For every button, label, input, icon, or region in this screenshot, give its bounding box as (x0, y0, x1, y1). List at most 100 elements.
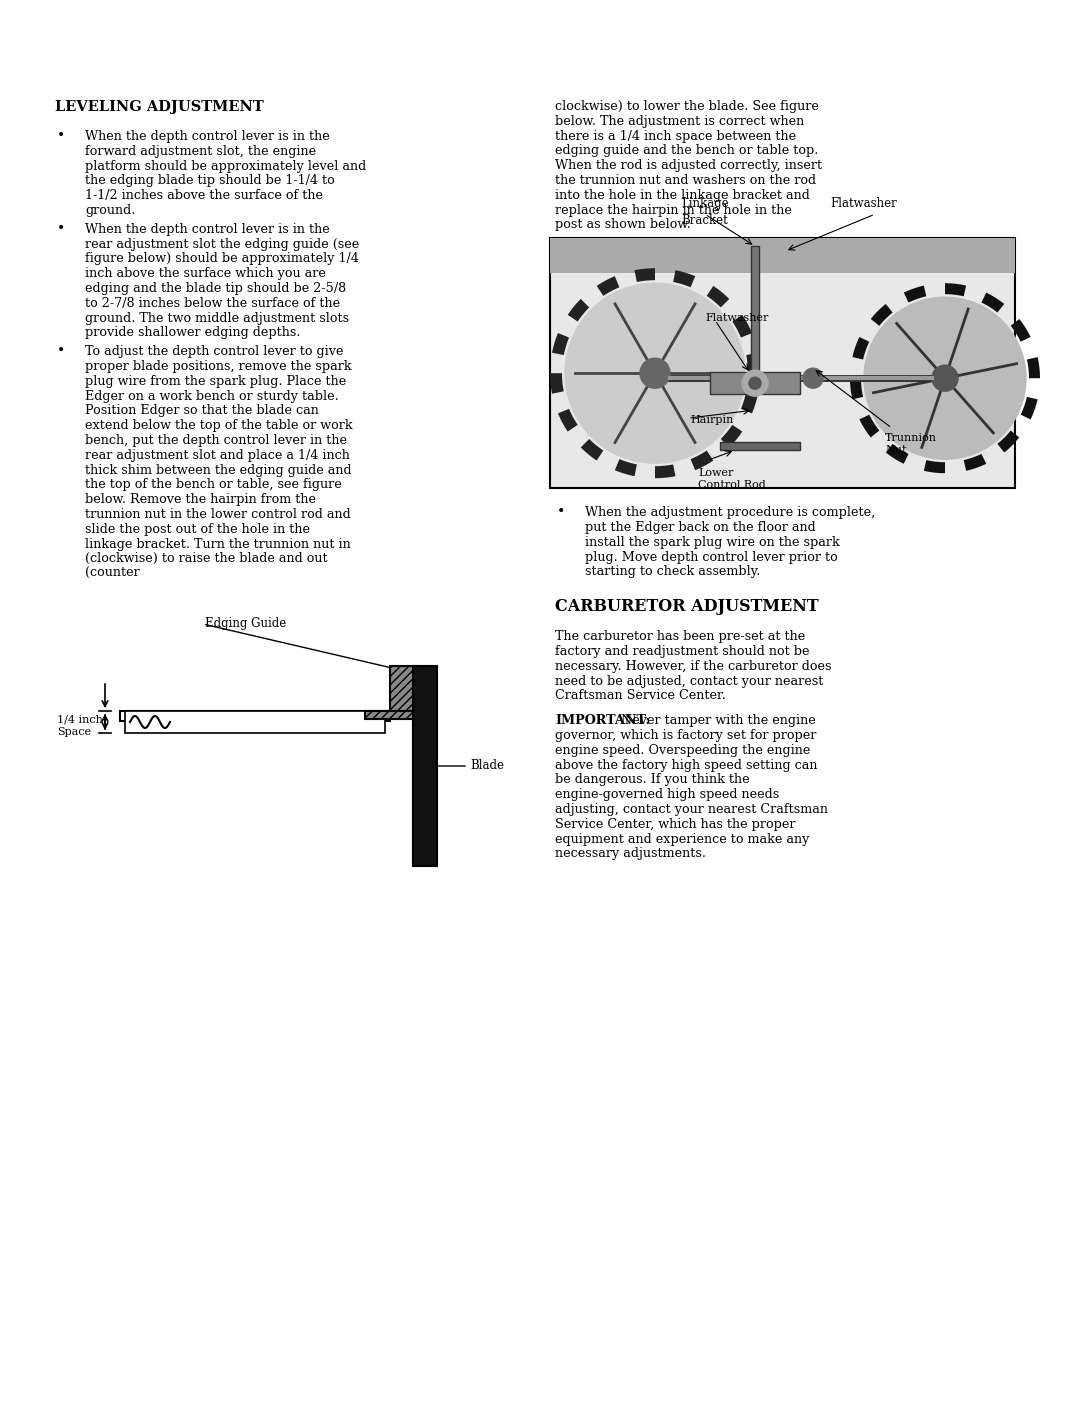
Text: Position Edger so that the blade can: Position Edger so that the blade can (85, 404, 319, 418)
Text: need to be adjusted, contact your nearest: need to be adjusted, contact your neares… (555, 674, 823, 687)
Text: Edging Guide: Edging Guide (205, 617, 286, 631)
Polygon shape (997, 430, 1020, 453)
Text: provide shallower edging depths.: provide shallower edging depths. (85, 327, 300, 339)
Text: When the adjustment procedure is complete,: When the adjustment procedure is complet… (585, 506, 875, 519)
Text: plug wire from the spark plug. Place the: plug wire from the spark plug. Place the (85, 374, 347, 388)
Text: extend below the top of the table or work: extend below the top of the table or wor… (85, 419, 353, 432)
Polygon shape (886, 444, 908, 464)
Text: engine speed. Overspeeding the engine: engine speed. Overspeeding the engine (555, 744, 810, 757)
Text: below. The adjustment is correct when: below. The adjustment is correct when (555, 115, 805, 128)
Text: LEVELING ADJUSTMENT: LEVELING ADJUSTMENT (55, 100, 264, 114)
Text: engine-governed high speed needs: engine-governed high speed needs (555, 788, 780, 801)
Circle shape (565, 283, 745, 463)
Bar (125, 711, 384, 733)
Text: IMPORTANT:: IMPORTANT: (555, 714, 650, 728)
Text: Linkage: Linkage (681, 198, 729, 210)
Text: •: • (557, 505, 565, 519)
Text: Trunnion
Nut: Trunnion Nut (885, 433, 937, 454)
Bar (120, 711, 390, 733)
Text: Flatwasher: Flatwasher (705, 313, 768, 324)
Polygon shape (690, 450, 713, 470)
Text: trunnion nut in the lower control rod and: trunnion nut in the lower control rod an… (85, 508, 351, 522)
Text: plug. Move depth control lever prior to: plug. Move depth control lever prior to (585, 551, 838, 564)
Polygon shape (746, 353, 760, 373)
Text: adjusting, contact your nearest Craftsman: adjusting, contact your nearest Craftsma… (555, 803, 828, 816)
Text: ground.: ground. (85, 205, 135, 217)
Bar (390, 666, 420, 711)
Text: ground. The two middle adjustment slots: ground. The two middle adjustment slots (85, 311, 349, 325)
Text: necessary adjustments.: necessary adjustments. (555, 847, 706, 861)
Bar (751, 247, 759, 372)
Bar (550, 238, 1015, 488)
Polygon shape (870, 304, 893, 325)
Bar (710, 372, 800, 394)
Polygon shape (720, 425, 742, 447)
Text: equipment and experience to make any: equipment and experience to make any (555, 833, 809, 845)
Text: linkage bracket. Turn the trunnion nut in: linkage bracket. Turn the trunnion nut i… (85, 537, 351, 551)
Bar (365, 711, 420, 719)
Text: into the hole in the linkage bracket and: into the hole in the linkage bracket and (555, 189, 810, 202)
Text: the top of the bench or table, see figure: the top of the bench or table, see figur… (85, 478, 341, 491)
Text: figure below) should be approximately 1/4: figure below) should be approximately 1/… (85, 252, 359, 265)
Text: Edger on a work bench or sturdy table.: Edger on a work bench or sturdy table. (85, 390, 339, 402)
Text: Hairpin: Hairpin (690, 415, 733, 425)
Text: below. Remove the hairpin from the: below. Remove the hairpin from the (85, 494, 316, 506)
Polygon shape (982, 293, 1004, 313)
Text: Blade: Blade (470, 760, 504, 773)
Polygon shape (1021, 397, 1038, 419)
Text: there is a 1/4 inch space between the: there is a 1/4 inch space between the (555, 129, 796, 143)
Text: 1/4 inch
Space: 1/4 inch Space (57, 715, 103, 737)
Polygon shape (741, 391, 758, 414)
Text: the edging blade tip should be 1-1/4 to: the edging blade tip should be 1-1/4 to (85, 174, 335, 188)
Polygon shape (904, 286, 927, 303)
Polygon shape (923, 460, 945, 474)
Polygon shape (550, 373, 564, 394)
Text: post as shown below.: post as shown below. (555, 219, 691, 231)
Polygon shape (850, 379, 863, 400)
Text: to 2-7/8 inches below the surface of the: to 2-7/8 inches below the surface of the (85, 297, 340, 310)
Text: governor, which is factory set for proper: governor, which is factory set for prope… (555, 729, 816, 742)
Text: be dangerous. If you think the: be dangerous. If you think the (555, 774, 750, 787)
Bar (120, 711, 390, 721)
Polygon shape (706, 286, 729, 307)
Text: the trunnion nut and washers on the rod: the trunnion nut and washers on the rod (555, 174, 816, 186)
Text: inch above the surface which you are: inch above the surface which you are (85, 268, 326, 280)
Text: rear adjustment slot and place a 1/4 inch: rear adjustment slot and place a 1/4 inc… (85, 449, 350, 461)
Text: Flatwasher: Flatwasher (831, 198, 896, 210)
Polygon shape (860, 415, 879, 437)
Text: put the Edger back on the floor and: put the Edger back on the floor and (585, 522, 815, 534)
Text: clockwise) to lower the blade. See figure: clockwise) to lower the blade. See figur… (555, 100, 819, 114)
Text: When the rod is adjusted correctly, insert: When the rod is adjusted correctly, inse… (555, 160, 822, 172)
Text: proper blade positions, remove the spark: proper blade positions, remove the spark (85, 360, 352, 373)
Text: thick shim between the edging guide and: thick shim between the edging guide and (85, 464, 352, 477)
Polygon shape (558, 409, 578, 432)
Text: edging and the blade tip should be 2-5/8: edging and the blade tip should be 2-5/8 (85, 282, 347, 294)
Text: necessary. However, if the carburetor does: necessary. However, if the carburetor do… (555, 660, 832, 673)
Polygon shape (596, 276, 620, 296)
Text: (clockwise) to raise the blade and out: (clockwise) to raise the blade and out (85, 552, 327, 565)
Text: edging guide and the bench or table top.: edging guide and the bench or table top. (555, 144, 819, 157)
Text: Never tamper with the engine: Never tamper with the engine (617, 714, 815, 728)
Circle shape (750, 377, 761, 390)
Bar (413, 666, 437, 866)
Polygon shape (635, 268, 654, 282)
Text: above the factory high speed setting can: above the factory high speed setting can (555, 758, 818, 771)
Polygon shape (552, 334, 569, 355)
Text: 1-1/2 inches above the surface of the: 1-1/2 inches above the surface of the (85, 189, 323, 202)
Text: Table or Bench Top: Table or Bench Top (201, 711, 309, 721)
Text: •: • (57, 220, 66, 234)
Polygon shape (1011, 320, 1030, 342)
Bar (720, 442, 800, 450)
Polygon shape (732, 315, 752, 338)
Text: •: • (57, 343, 66, 358)
Text: replace the hairpin in the hole in the: replace the hairpin in the hole in the (555, 203, 792, 216)
Text: CARBURETOR ADJUSTMENT: CARBURETOR ADJUSTMENT (555, 599, 819, 615)
Text: rear adjustment slot the edging guide (see: rear adjustment slot the edging guide (s… (85, 237, 360, 251)
Text: The carburetor has been pre-set at the: The carburetor has been pre-set at the (555, 631, 806, 644)
Text: bench, put the depth control lever in the: bench, put the depth control lever in th… (85, 435, 347, 447)
Text: factory and readjustment should not be: factory and readjustment should not be (555, 645, 810, 658)
Polygon shape (852, 336, 869, 359)
Polygon shape (945, 283, 967, 296)
Text: platform should be approximately level and: platform should be approximately level a… (85, 160, 366, 172)
Polygon shape (615, 458, 637, 477)
